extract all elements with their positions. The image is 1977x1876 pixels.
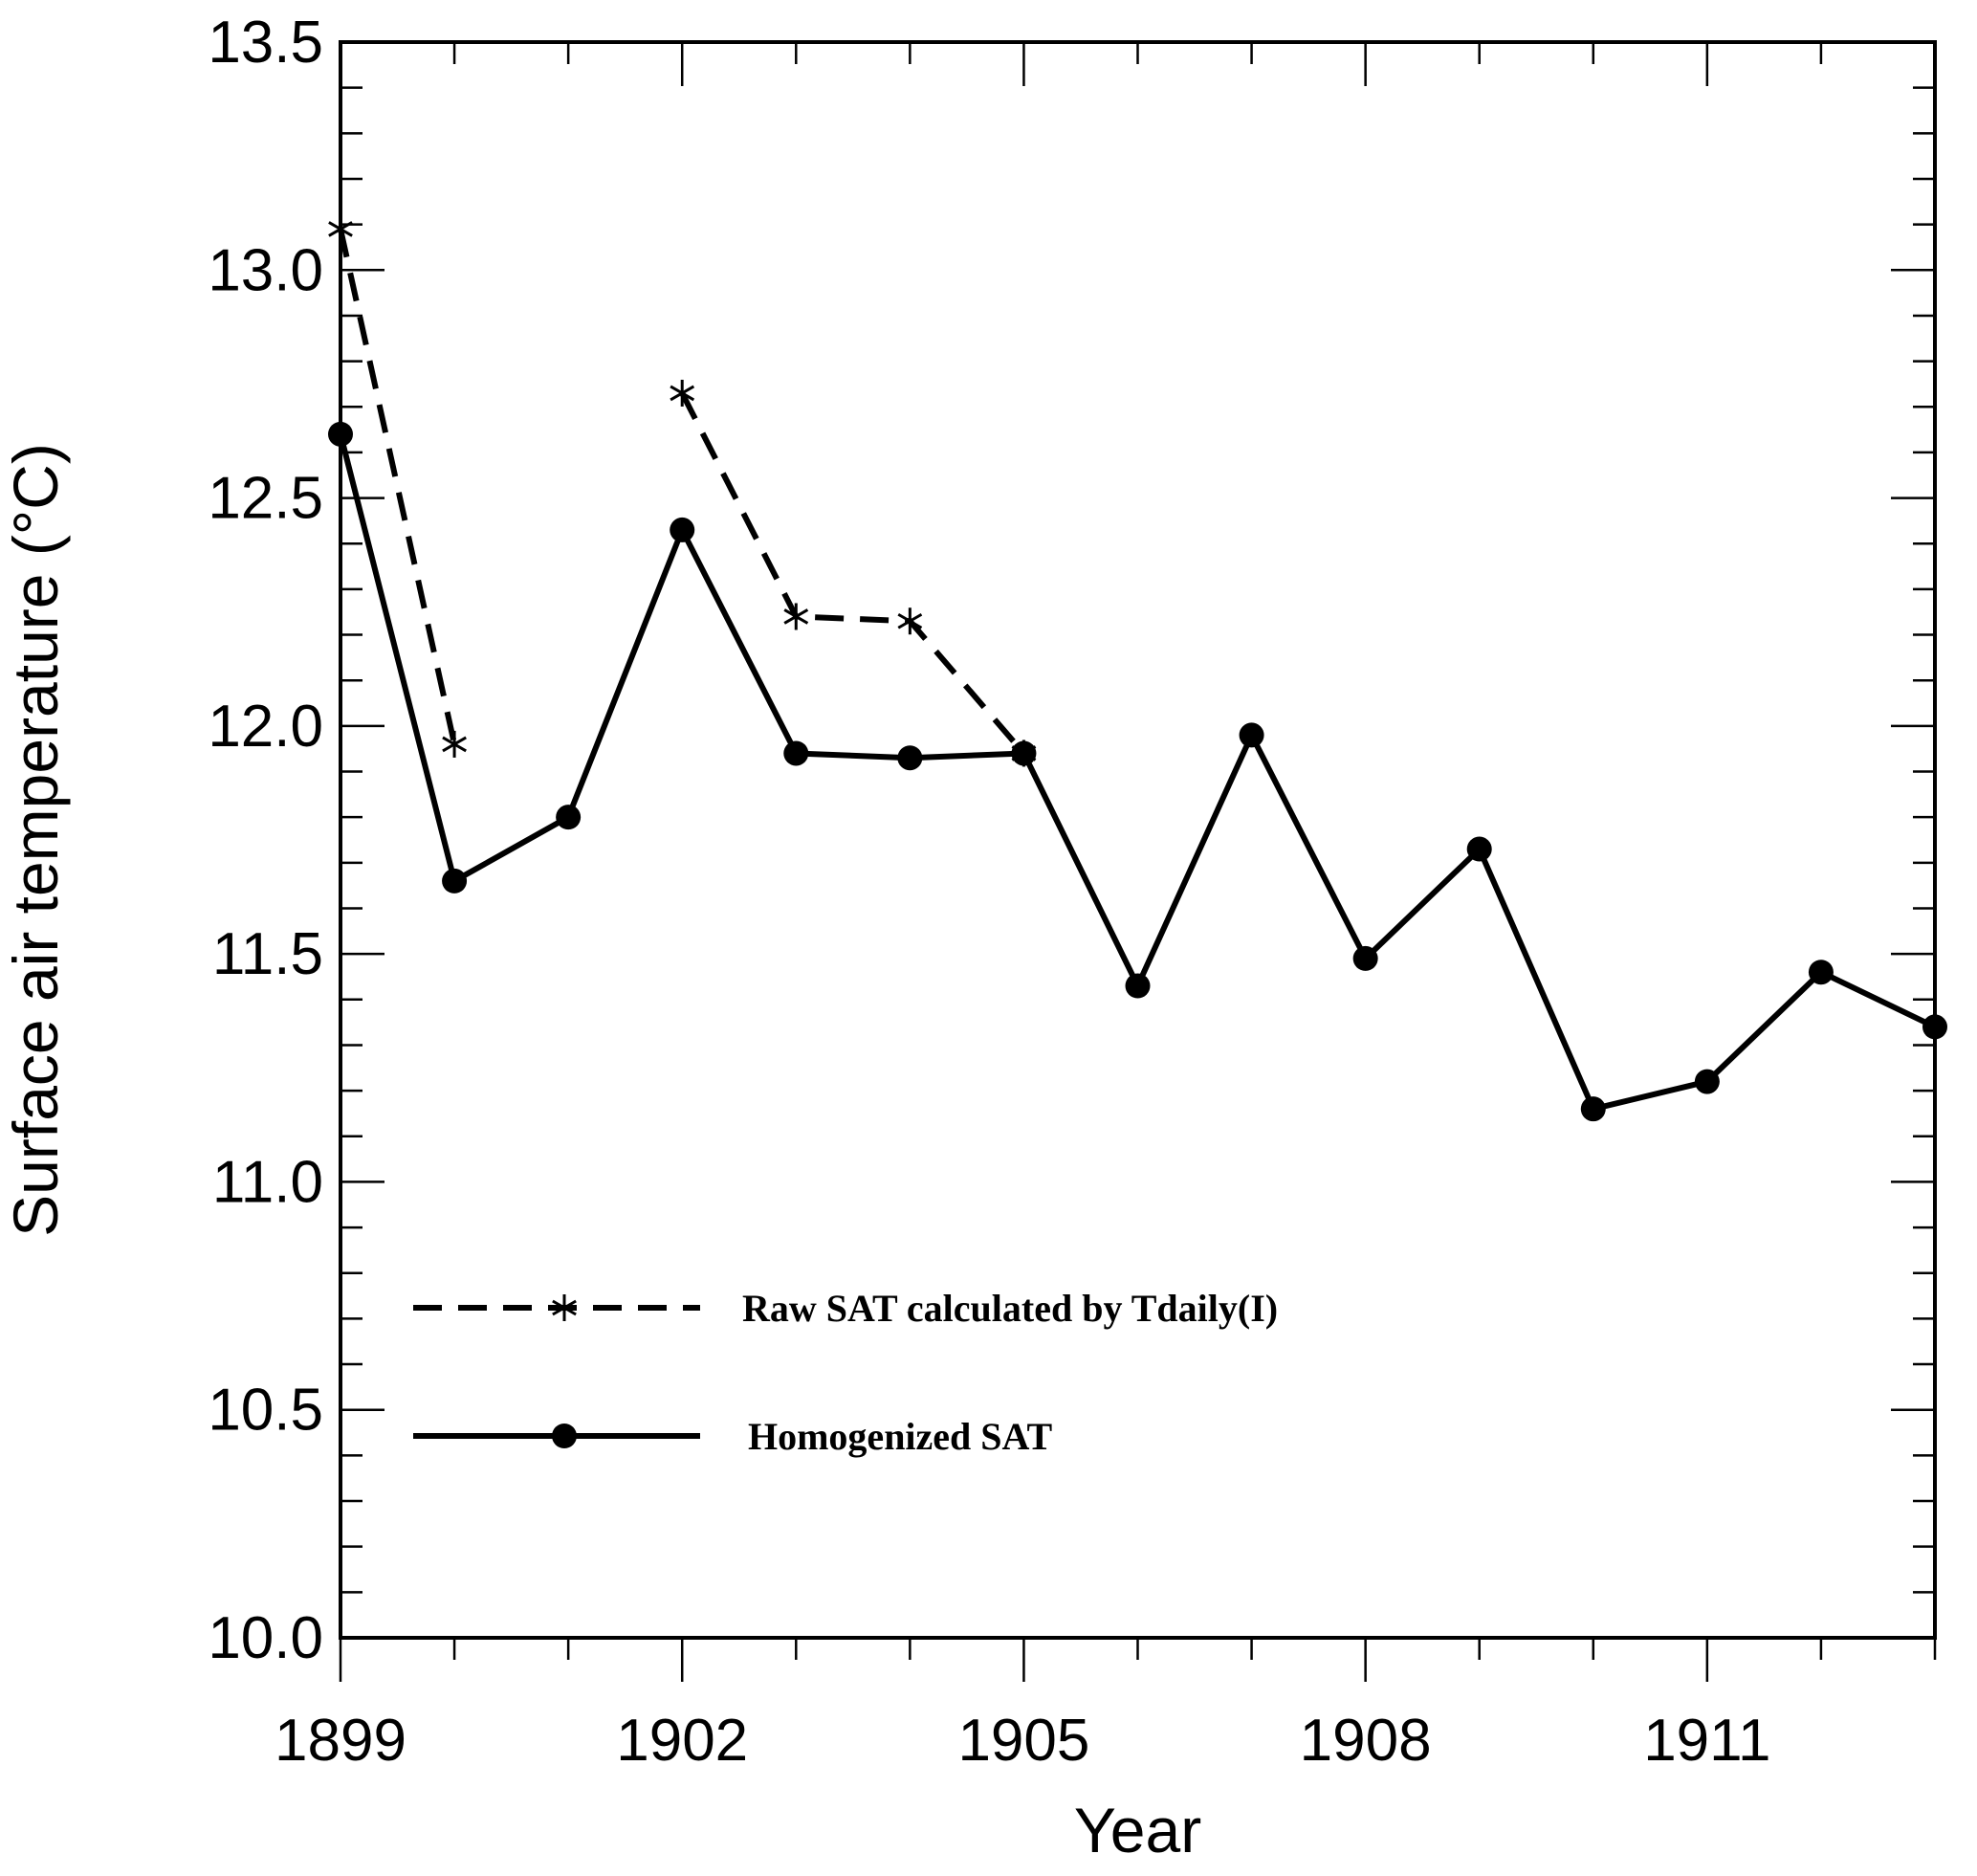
- y-tick-label: 11.0: [212, 1149, 323, 1215]
- homogenized-sat-point: [1011, 740, 1037, 766]
- legend: Raw SAT calculated by Tdaily(I) Homogeniz…: [413, 1287, 1278, 1458]
- x-tick-label: 1905: [957, 1708, 1089, 1774]
- x-tick-label: 1902: [616, 1708, 748, 1774]
- y-tick-label: 13.5: [208, 10, 323, 76]
- legend-homogenized-marker: [552, 1424, 577, 1448]
- homogenized-sat-point: [783, 740, 809, 766]
- legend-raw-marker: [552, 1294, 577, 1321]
- y-tick-label: 10.0: [208, 1605, 323, 1671]
- raw-sat-point: [670, 379, 695, 407]
- legend-raw-label: Raw SAT calculated by Tdaily(I): [742, 1287, 1278, 1330]
- homogenized-sat-point: [442, 868, 468, 894]
- y-tick-label: 10.5: [208, 1378, 323, 1444]
- homogenized-sat-point: [1694, 1069, 1720, 1094]
- legend-entry-raw: Raw SAT calculated by Tdaily(I): [413, 1287, 1278, 1330]
- y-axis-label: Surface air temperature (°C): [0, 443, 71, 1237]
- raw-sat-point: [897, 607, 923, 635]
- homogenized-sat-point: [1125, 973, 1151, 999]
- homogenized-sat-point: [556, 805, 582, 830]
- y-tick-label: 12.5: [208, 466, 323, 532]
- homogenized-sat-point: [1352, 945, 1378, 971]
- homogenized-sat-point: [670, 517, 695, 542]
- raw-sat-point: [442, 730, 467, 758]
- homogenized-sat-point: [1239, 722, 1264, 748]
- data-series: [328, 215, 1947, 1122]
- x-tick-label: 1908: [1300, 1708, 1432, 1774]
- x-tick-label: 1899: [275, 1708, 406, 1774]
- tick-labels: 10.0 10.5 11.0 11.5 12.0 12.5 13.0 13.5 1899 1902…: [208, 10, 1770, 1774]
- homogenized-sat-point: [1580, 1096, 1606, 1122]
- y-tick-label: 11.5: [212, 921, 323, 987]
- raw-sat-line: [679, 391, 1026, 756]
- x-axis-label: Year: [1074, 1795, 1201, 1865]
- series-homogenized-sat: [328, 421, 1947, 1122]
- y-tick-label: 13.0: [208, 237, 323, 303]
- raw-sat-point: [783, 603, 809, 630]
- legend-entry-homogenized: Homogenized SAT: [413, 1415, 1052, 1458]
- y-tick-label: 12.0: [208, 694, 323, 760]
- x-tick-label: 1911: [1643, 1708, 1770, 1774]
- homogenized-sat-point: [1808, 960, 1834, 985]
- homogenized-sat-point: [897, 745, 923, 771]
- plot-frame: [339, 40, 1937, 1640]
- homogenized-sat-point: [1466, 836, 1492, 862]
- legend-homogenized-label: Homogenized SAT: [748, 1415, 1052, 1458]
